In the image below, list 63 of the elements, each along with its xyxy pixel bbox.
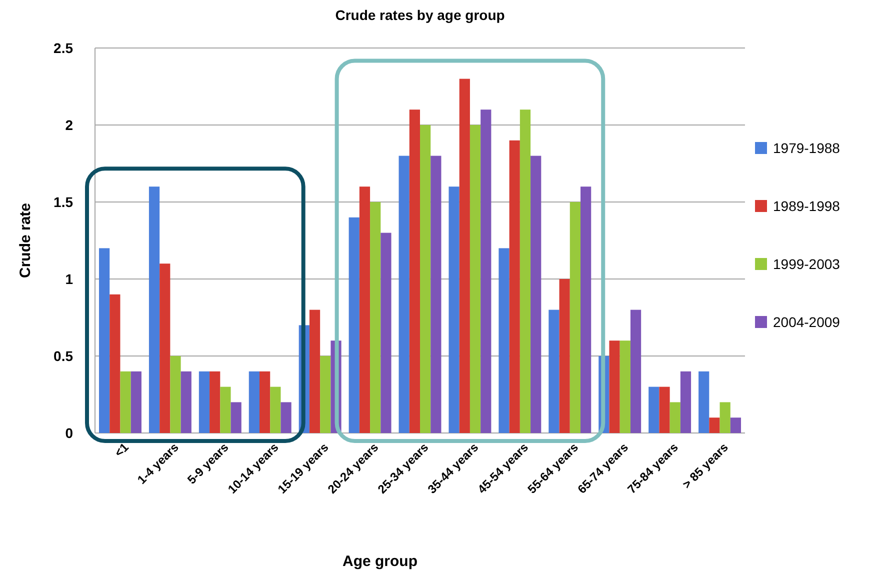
- bar: [680, 371, 692, 433]
- bar: [559, 279, 570, 433]
- bar: [720, 402, 730, 433]
- bar: [210, 371, 220, 433]
- bar: [280, 402, 292, 433]
- bar: [409, 110, 420, 433]
- bar: [198, 371, 210, 433]
- bar: [359, 186, 370, 433]
- y-tick-label: 0: [65, 424, 74, 441]
- bar: [498, 248, 510, 433]
- bar: [448, 186, 460, 433]
- bar: [709, 418, 720, 433]
- bar: [398, 156, 410, 433]
- bar: [110, 294, 120, 433]
- y-tick-label: 1: [65, 270, 74, 287]
- bar: [148, 186, 160, 433]
- bar: [120, 371, 131, 433]
- y-tick-label: 2.5: [54, 40, 74, 56]
- x-axis-title: Age group: [342, 553, 418, 570]
- bar: [609, 340, 620, 433]
- bar: [170, 356, 181, 433]
- bar: [320, 356, 331, 433]
- y-tick-label: 2: [65, 116, 74, 133]
- legend-label: 1999-2003: [773, 256, 840, 272]
- bar: [470, 125, 481, 433]
- bar: [548, 310, 560, 433]
- bar: [248, 371, 260, 433]
- bar: [730, 418, 742, 433]
- bar: [648, 386, 660, 433]
- y-axis-title: Crude rate: [17, 202, 34, 278]
- bar: [309, 310, 320, 433]
- bar: [130, 371, 142, 433]
- bar: [659, 386, 670, 433]
- bar: [580, 186, 592, 433]
- bar: [570, 202, 580, 433]
- bar: [380, 232, 392, 433]
- legend-label: 1989-1998: [773, 198, 840, 214]
- bar: [430, 156, 442, 433]
- bar: [180, 371, 192, 433]
- bar: [630, 310, 642, 433]
- y-tick-label: 0.5: [54, 348, 74, 364]
- bar: [698, 371, 710, 433]
- bar: [480, 110, 492, 433]
- bar: [348, 217, 360, 433]
- bar: [230, 402, 242, 433]
- bar: [260, 371, 270, 433]
- bar: [620, 340, 630, 433]
- bar: [459, 78, 470, 433]
- bar: [420, 125, 431, 433]
- legend-label: 1979-1988: [773, 140, 840, 156]
- bar: [370, 202, 381, 433]
- bar: [530, 156, 542, 433]
- bar: [509, 140, 520, 433]
- bar: [220, 386, 231, 433]
- chart-title: Crude rates by age group: [335, 7, 505, 23]
- legend-label: 2004-2009: [773, 314, 840, 330]
- y-tick-label: 1.5: [54, 194, 74, 210]
- bar: [160, 264, 170, 433]
- bar: [670, 402, 680, 433]
- bar: [270, 386, 281, 433]
- bar: [98, 248, 110, 433]
- bar: [520, 110, 531, 433]
- x-tick-label: <1: [112, 440, 132, 460]
